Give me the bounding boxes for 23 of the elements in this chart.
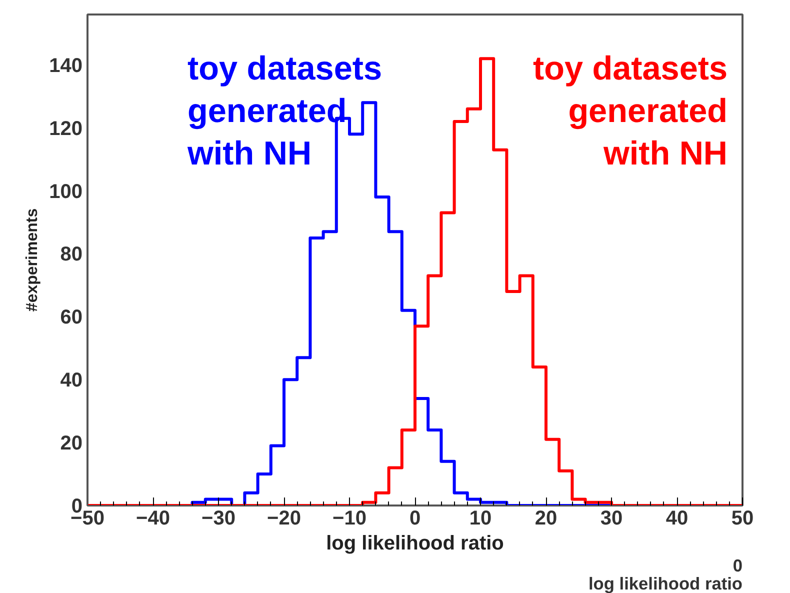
x-tick-label: 50 [731, 508, 754, 530]
series-label: toy datasets generated with NH [186, 50, 382, 173]
series-label: toy datasets generated with NH [533, 50, 728, 173]
text: log likelihood ratio [588, 574, 743, 593]
x-tick-label: 40 [666, 508, 688, 530]
x-tick-label: −40 [136, 508, 170, 530]
y-tick-label: 40 [60, 370, 83, 392]
x-tick-label: −20 [267, 508, 301, 530]
x-tick-label: 20 [534, 508, 558, 530]
y-tick-label: 120 [49, 118, 83, 140]
y-tick-label: 20 [60, 432, 83, 455]
x-axis-title: log likelihood ratio [326, 532, 504, 554]
y-tick-label: 140 [49, 54, 83, 77]
y-axis-title: #experiments [24, 208, 42, 312]
x-tick-label: −10 [332, 508, 366, 530]
x-tick-label: −30 [202, 508, 236, 530]
y-tick-label: 80 [60, 244, 83, 266]
x-tick-label: 30 [600, 508, 623, 530]
text: 0 [732, 556, 743, 576]
x-tick-label: 10 [469, 508, 492, 530]
y-tick-label: 100 [49, 180, 83, 203]
x-tick-label: 0 [409, 508, 421, 530]
y-tick-label: 60 [60, 306, 83, 329]
